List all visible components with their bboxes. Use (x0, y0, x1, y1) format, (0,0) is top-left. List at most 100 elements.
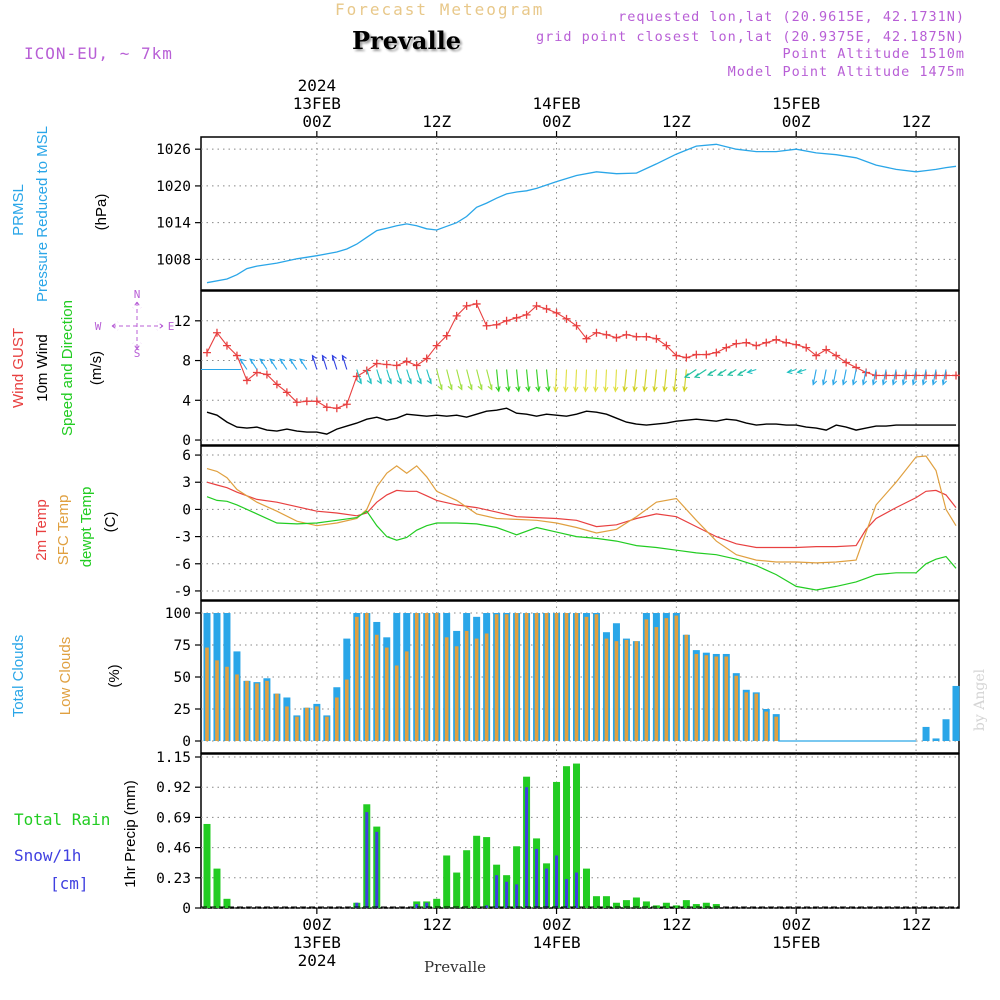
rain-bar (213, 868, 221, 908)
low-cloud-bar (305, 707, 309, 741)
gust-marker (602, 330, 611, 339)
y-tick-label: 0 (182, 901, 191, 917)
compass-s: S (134, 347, 141, 360)
low-cloud-bar (584, 616, 589, 741)
rain-bar (513, 846, 521, 908)
snow-bar (365, 812, 369, 908)
snow-bar (565, 879, 569, 908)
low-cloud-bar (414, 613, 419, 741)
wind-arrow (311, 355, 318, 370)
rain-bar (203, 823, 211, 908)
precip-unit: 1hr Precip (mm) (122, 780, 139, 888)
model-point-altitude: Model Point Altitude 1475m (727, 64, 965, 80)
rain-bar (223, 898, 231, 908)
gust-marker (202, 348, 211, 357)
y-tick-label: 0 (182, 734, 191, 750)
wind-arrowhead (573, 386, 579, 393)
wind-speed-line (206, 407, 956, 435)
rain-bar (453, 872, 461, 908)
y-tick-label: 0.92 (156, 780, 191, 796)
rain-bar (662, 902, 670, 908)
prmsl-label: PRMSL (10, 184, 27, 236)
gust-marker (682, 353, 691, 362)
gust-marker (712, 348, 721, 357)
gust-marker (922, 371, 931, 380)
x-tick-label-bottom: 00Z (782, 915, 811, 934)
gust-marker (822, 345, 831, 354)
x-tick-label-top: 15FEB (772, 94, 820, 113)
gust-marker (322, 403, 331, 412)
rain-bar (573, 763, 581, 908)
wind-arrowhead (812, 379, 818, 386)
wind-arrowhead (477, 384, 483, 391)
gust-marker (262, 370, 271, 379)
wind-label: 10m Wind (34, 334, 51, 402)
cloud-unit: (%) (106, 664, 123, 687)
gust-marker (242, 376, 251, 385)
rain-bar (463, 850, 471, 908)
low-cloud-bar (614, 641, 619, 741)
gust-marker (812, 351, 821, 360)
wind-arrow (673, 369, 677, 392)
gust-marker (662, 341, 671, 350)
y-tick-label: -6 (174, 557, 191, 573)
x-tick-label-bottom: 2024 (298, 951, 337, 970)
x-tick-label-bottom: 13FEB (293, 933, 341, 952)
y-tick-label: 25 (174, 702, 191, 718)
low-cloud-bar (754, 693, 759, 741)
gust-marker (512, 313, 521, 322)
wind-arrowhead (376, 378, 382, 385)
wind-arrowhead (426, 378, 432, 385)
rain-bar (483, 837, 491, 908)
gust-marker (432, 341, 441, 350)
wind-arrowhead (706, 370, 714, 377)
gust-marker (732, 339, 741, 348)
low-cloud-bar (494, 614, 499, 741)
wind-arrow (321, 355, 328, 370)
gust-line (206, 303, 956, 409)
wind-arrowhead (662, 386, 668, 393)
gust-marker (772, 335, 781, 344)
compass-w: W (95, 320, 102, 333)
wind-arrowhead (911, 379, 918, 386)
wind-arrowhead (736, 370, 744, 377)
wind-arrowhead (941, 379, 947, 386)
x-tick-label-top: 12Z (662, 112, 691, 131)
wind-arrowhead (311, 354, 317, 361)
low-cloud-bar (664, 618, 669, 741)
x-tick-label-top: 00Z (542, 112, 571, 131)
gust-marker (312, 397, 321, 406)
low-cloud-bar (404, 651, 409, 741)
gust-marker (222, 341, 231, 350)
low-cloud-bar (634, 641, 639, 741)
wind-arrowhead (239, 358, 246, 364)
wind-arrow (832, 369, 837, 385)
rain-bar (712, 904, 720, 908)
wind-arrowhead (269, 358, 276, 364)
wind-arrow (564, 369, 568, 392)
low-cloud-bar (734, 675, 739, 741)
wind-arrowhead (279, 358, 286, 364)
y-tick-label: 1020 (156, 179, 191, 195)
wind-arrowhead (289, 358, 296, 364)
wind-arrowhead (862, 379, 868, 386)
wind-arrow (496, 369, 500, 392)
snow-bar (555, 855, 559, 908)
y-tick-label: 100 (165, 606, 191, 622)
rain-bar (672, 905, 680, 908)
x-tick-label-bottom: 00Z (302, 915, 331, 934)
snow-label: Snow/1h (14, 846, 81, 865)
wind-arrowhead (892, 379, 898, 386)
snow-bar (575, 872, 579, 908)
low-cloud-bar (574, 613, 579, 741)
wind-arrowhead (249, 358, 256, 364)
y-tick-label: 8 (182, 354, 191, 370)
rain-bar (692, 904, 700, 908)
gust-marker (932, 371, 941, 380)
gust-marker (462, 301, 471, 310)
pressure-unit: (hPa) (93, 194, 110, 231)
wind-arrow (486, 369, 493, 390)
rain-bar (682, 900, 690, 908)
low-cloud-bar (484, 633, 489, 741)
y-tick-label: -3 (174, 530, 191, 546)
